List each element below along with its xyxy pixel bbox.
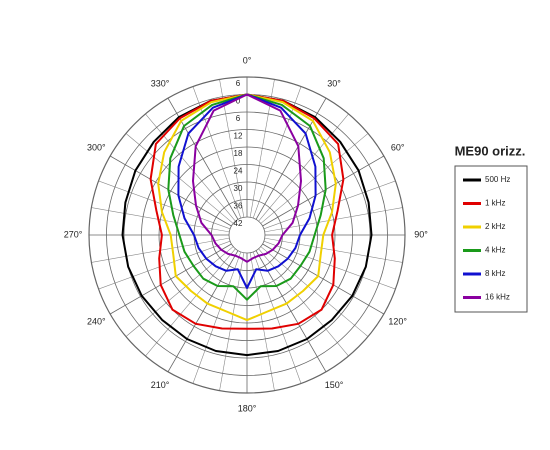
angle-label: 270° — [64, 229, 83, 239]
angle-label: 90° — [414, 229, 428, 239]
series-line — [121, 93, 373, 357]
angle-label: 120° — [388, 316, 407, 326]
legend-label: 16 kHz — [485, 293, 510, 302]
angle-label: 30° — [327, 79, 341, 89]
r-tick-label: 42 — [234, 219, 243, 228]
r-tick-label: 36 — [234, 202, 243, 211]
angle-label: 300° — [87, 142, 106, 152]
legend-label: 2 kHz — [485, 222, 505, 231]
angle-label: 240° — [87, 316, 106, 326]
r-tick-label: 24 — [234, 167, 243, 176]
r-tick-label: 18 — [234, 149, 243, 158]
series-line — [177, 93, 317, 289]
angle-label: 180° — [238, 403, 257, 413]
r-tick-label: 30 — [234, 184, 243, 193]
angle-label: 210° — [151, 380, 170, 390]
r-tick-label: 6 — [236, 79, 241, 88]
ring — [176, 164, 318, 306]
series-line — [149, 93, 345, 330]
r-tick-label: 6 — [236, 114, 241, 123]
ring — [123, 111, 371, 359]
legend-label: 500 Hz — [485, 175, 510, 184]
ring — [88, 76, 406, 394]
angle-label: 330° — [151, 79, 170, 89]
legend-label: 8 kHz — [485, 269, 505, 278]
series-line — [157, 93, 337, 322]
ring — [158, 146, 336, 324]
ring — [141, 129, 353, 341]
series-line — [192, 93, 302, 263]
legend-box — [454, 165, 528, 313]
angle-label: 150° — [325, 380, 344, 390]
legend-label: 4 kHz — [485, 246, 505, 255]
r-tick-label: 0 — [236, 97, 241, 106]
angle-label: 60° — [391, 142, 405, 152]
ring — [228, 216, 266, 254]
series-line — [167, 93, 327, 301]
angle-label: 0° — [243, 55, 252, 65]
r-tick-label: 12 — [234, 132, 243, 141]
legend-label: 1 kHz — [485, 199, 505, 208]
legend-title: ME90 orizz. — [455, 143, 526, 158]
